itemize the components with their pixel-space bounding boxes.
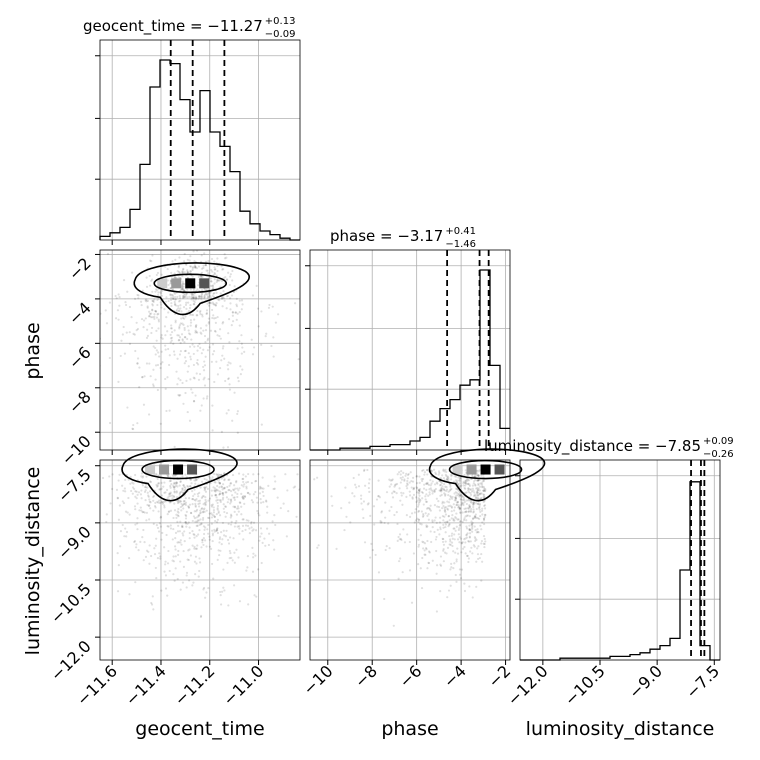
- panel-frame-1-0: [99, 249, 301, 451]
- x-tick-lumdist-1: −10.5: [561, 661, 609, 709]
- contour-inner-phase_vs_geocent_time: [153, 273, 228, 294]
- panel-frame-2-2: [519, 459, 721, 661]
- x-tick-lumdist-0: −12.0: [504, 661, 552, 709]
- y-tick-phase-3: −4: [65, 298, 95, 328]
- histogram-luminosity_distance: [520, 481, 720, 661]
- density-peak-luminosity_distance_vs_phase-0: [494, 464, 505, 475]
- density-peak-luminosity_distance_vs_geocent_time-0: [145, 464, 156, 475]
- y-tick-phase-0: −10: [58, 432, 95, 469]
- contour-outer-luminosity_distance_vs_phase: [428, 448, 546, 502]
- title-geocent-time: geocent_time = −11.27 +0.13 −0.09: [83, 16, 295, 40]
- density-peak-luminosity_distance_vs_geocent_time-0: [187, 464, 198, 475]
- density-peak-phase_vs_geocent_time-0: [171, 278, 182, 289]
- panel-frame-2-1: [309, 459, 511, 661]
- x-tick-geocent-time-0: −11.6: [73, 661, 121, 709]
- y-tick-phase-1: −8: [65, 387, 95, 417]
- svg-text:−0.26: −0.26: [703, 449, 734, 460]
- svg-text:luminosity_distance = −7.85: luminosity_distance = −7.85: [484, 437, 701, 456]
- svg-text:+0.13: +0.13: [265, 16, 296, 27]
- y-tick-lumdist-1: −10.5: [47, 579, 95, 627]
- y-axis-label-luminosity-distance: luminosity_distance: [22, 467, 44, 656]
- svg-text:geocent_time = −11.27: geocent_time = −11.27: [83, 17, 263, 36]
- svg-text:phase = −3.17: phase = −3.17: [330, 227, 443, 245]
- density-peak-luminosity_distance_vs_geocent_time-0: [173, 464, 184, 475]
- x-axis-label-phase: phase: [381, 718, 438, 740]
- panel-frame-2-0: [99, 459, 301, 661]
- x-axis-label-luminosity-distance: luminosity_distance: [526, 718, 715, 740]
- x-tick-phase-3: −4: [440, 661, 470, 691]
- contour-inner-luminosity_distance_vs_phase: [448, 459, 523, 480]
- density-peak-phase_vs_geocent_time-0: [185, 278, 196, 289]
- density-peak-phase_vs_geocent_time-0: [199, 278, 210, 289]
- scatter-luminosity_distance_vs_phase: [313, 468, 487, 627]
- density-peak-luminosity_distance_vs_phase-0: [480, 464, 491, 475]
- svg-text:+0.09: +0.09: [703, 436, 734, 447]
- title-phase: phase = −3.17 +0.41 −1.46: [330, 226, 476, 250]
- x-tick-lumdist-3: −7.5: [682, 661, 723, 702]
- y-tick-lumdist-3: −7.5: [54, 465, 95, 506]
- contour-outer-luminosity_distance_vs_geocent_time: [121, 448, 238, 502]
- y-tick-lumdist-0: −12.0: [47, 637, 95, 685]
- scatter-luminosity_distance_vs_geocent_time: [101, 472, 300, 619]
- density-peak-luminosity_distance_vs_phase-0: [452, 464, 463, 475]
- x-axis-label-geocent-time: geocent_time: [135, 718, 264, 740]
- x-tick-lumdist-2: −9.0: [625, 661, 666, 702]
- contour-outer-phase_vs_geocent_time: [133, 262, 251, 316]
- contour-inner-luminosity_distance_vs_geocent_time: [141, 459, 215, 480]
- scatter-phase_vs_geocent_time: [100, 250, 300, 449]
- density-peak-luminosity_distance_vs_phase-0: [466, 464, 477, 475]
- y-axis-label-phase: phase: [22, 322, 44, 379]
- y-tick-lumdist-2: −9.0: [54, 522, 95, 563]
- density-peak-luminosity_distance_vs_geocent_time-0: [159, 464, 170, 475]
- panel-frame-0-0: [99, 39, 301, 241]
- x-tick-phase-4: −2: [484, 661, 514, 691]
- x-tick-geocent-time-3: −11.0: [219, 661, 267, 709]
- x-tick-geocent-time-1: −11.4: [122, 661, 170, 709]
- x-tick-phase-0: −10: [299, 661, 336, 698]
- svg-text:−0.09: −0.09: [265, 29, 296, 40]
- y-tick-phase-2: −6: [65, 343, 95, 373]
- panel-frame-1-1: [309, 249, 511, 451]
- y-tick-phase-4: −2: [65, 254, 95, 284]
- x-tick-phase-2: −6: [395, 661, 425, 691]
- x-tick-geocent-time-2: −11.2: [170, 661, 218, 709]
- svg-text:+0.41: +0.41: [445, 226, 476, 237]
- histogram-geocent_time: [99, 59, 300, 241]
- title-luminosity-distance: luminosity_distance = −7.85 +0.09 −0.26: [484, 436, 734, 460]
- x-tick-phase-1: −8: [351, 661, 381, 691]
- density-peak-phase_vs_geocent_time-0: [157, 278, 168, 289]
- svg-text:−1.46: −1.46: [445, 239, 476, 250]
